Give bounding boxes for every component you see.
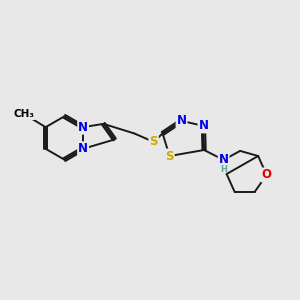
- Text: N: N: [199, 119, 208, 133]
- Text: S: S: [165, 149, 174, 163]
- Text: N: N: [78, 142, 88, 155]
- Text: CH₃: CH₃: [14, 109, 35, 119]
- Text: N: N: [176, 114, 187, 128]
- Text: S: S: [149, 135, 158, 148]
- Text: N: N: [219, 153, 229, 167]
- Text: H: H: [220, 165, 227, 174]
- Text: O: O: [262, 168, 272, 182]
- Text: N: N: [78, 121, 88, 134]
